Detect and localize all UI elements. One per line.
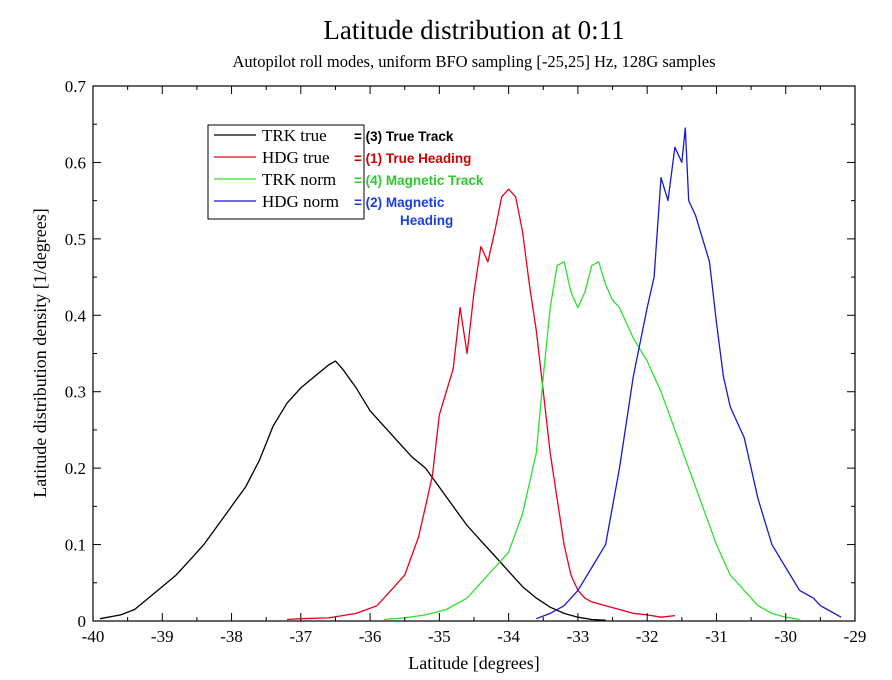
y-tick-label: 0.7 [65, 77, 87, 96]
legend-label-3: HDG norm [262, 192, 339, 211]
x-axis-label: Latitude [degrees] [408, 653, 539, 673]
x-tick-label: -38 [220, 627, 243, 646]
series-line-0 [99, 360, 606, 621]
y-tick-label: 0 [78, 612, 87, 631]
legend-label-0: TRK true [262, 126, 327, 145]
x-tick-label: -40 [82, 627, 105, 646]
series-layer [99, 127, 842, 621]
x-tick-label: -39 [151, 627, 174, 646]
x-tick-label: -33 [567, 627, 590, 646]
annotation-3: = (2) Magnetic Heading [354, 195, 453, 228]
annotation-2: = (4) Magnetic Track [354, 173, 484, 188]
y-tick-label: 0.2 [65, 459, 86, 478]
legend: TRK true = (3) True Track HDG true = (1) Tr… [207, 124, 484, 228]
legend-label-1: HDG true [262, 148, 330, 167]
y-tick-label: 0.1 [65, 536, 86, 555]
chart-title: Latitude distribution at 0:11 [323, 15, 624, 45]
x-tick-label: -31 [705, 627, 728, 646]
annotation-1: = (1) True Heading [354, 151, 471, 166]
x-tick-label: -37 [289, 627, 312, 646]
chart-subtitle: Autopilot roll modes, uniform BFO sampli… [232, 52, 715, 71]
annotation-line: Heading [400, 213, 453, 228]
series-line-3 [536, 127, 842, 620]
x-tick-label: -34 [497, 627, 520, 646]
axis-layer: -40 -39 -38 -37 -36 -35 -34 -33 -32 -31 -30 -29 0 0.1… [65, 77, 867, 646]
x-tick-label: -36 [359, 627, 382, 646]
y-tick-label: 0.6 [65, 153, 86, 172]
x-tick-label: -35 [428, 627, 451, 646]
annotation-0: = (3) True Track [354, 129, 454, 144]
x-tick-label: -30 [774, 627, 797, 646]
legend-label-2: TRK norm [262, 170, 336, 189]
y-tick-label: 0.3 [65, 383, 86, 402]
x-tick-label: -29 [844, 627, 867, 646]
y-axis-label: Latitude distribution density [1/degrees… [30, 208, 50, 497]
x-tick-label: -32 [636, 627, 659, 646]
legend-box [207, 124, 365, 220]
series-line-1 [286, 188, 675, 621]
y-tick-label: 0.4 [65, 306, 87, 325]
series-line-2 [383, 261, 800, 621]
y-tick-label: 0.5 [65, 230, 86, 249]
annotation-line: = (2) Magnetic [354, 195, 445, 210]
